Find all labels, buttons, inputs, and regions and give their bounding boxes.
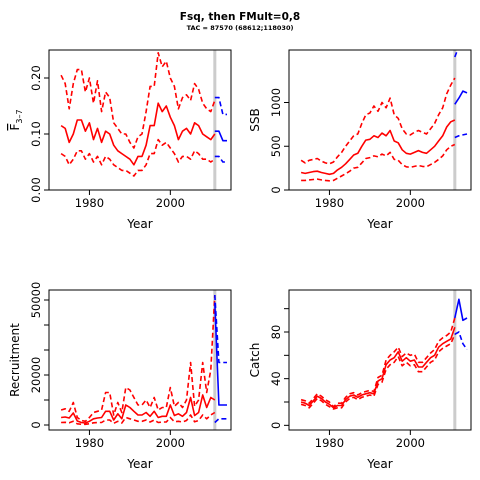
fbar-ytick-label: 0.20 <box>29 65 43 91</box>
panel-fbar: 1980 2000 0.00 0.10 0.20 Year F3–7 <box>8 49 232 231</box>
catch-ytick-label: 40 <box>269 371 283 386</box>
catch-series-history-lower <box>300 333 456 410</box>
fbar-plot-frame <box>48 49 232 191</box>
recruitment-series-projection-lower <box>214 417 227 424</box>
catch-series-projection-lower <box>454 331 468 350</box>
ssb-series-projection-upper <box>454 50 459 58</box>
fbar-ytick-label: 0.00 <box>29 177 43 203</box>
ssb-series-projection-median <box>454 90 468 105</box>
catch-series-projection-median <box>454 298 468 322</box>
ssb-plot-frame <box>288 49 472 191</box>
catch-series-history-median <box>300 327 456 409</box>
panel-catch: 1980 2000 0 40 80 Year Catch <box>248 289 472 471</box>
recruitment-series-history-upper <box>60 294 216 423</box>
ssb-series-history-upper <box>300 77 456 165</box>
catch-ytick-label: 80 <box>269 325 283 340</box>
fbar-series-projection-median <box>214 130 227 142</box>
figure-subtitle: TAC = 87570 (68612;118030) <box>187 24 294 32</box>
figure-title: Fsq, then FMult=0,8 <box>180 11 300 23</box>
fbar-xtick-label: 2000 <box>156 196 185 210</box>
catch-xtick-label: 2000 <box>396 436 425 450</box>
recruitment-ytick-label: 0 <box>29 421 43 428</box>
ssb-ytick-label: 1000 <box>269 88 283 117</box>
ssb-y-axis-label: SSB <box>248 108 262 131</box>
fbar-x-axis-label: Year <box>126 217 152 231</box>
catch-xtick-label: 1980 <box>315 436 344 450</box>
recruitment-x-axis-label: Year <box>126 457 152 471</box>
ssb-xtick-label: 2000 <box>396 196 425 210</box>
fbar-series-history-upper <box>60 51 216 149</box>
catch-plot-frame <box>288 289 472 431</box>
ssb-ytick-label: 500 <box>269 135 283 157</box>
recruitment-xtick-label: 1980 <box>75 436 104 450</box>
recruitment-y-axis-label: Recruitment <box>8 323 22 397</box>
ssb-x-axis-label: Year <box>366 217 392 231</box>
catch-x-axis-label: Year <box>366 457 392 471</box>
ssb-xtick-label: 1980 <box>315 196 344 210</box>
fbar-y-axis-label: F3–7 <box>8 109 24 130</box>
catch-y-axis-label: Catch <box>248 343 262 378</box>
recruitment-series-history-lower <box>61 411 216 426</box>
fbar-series-history-lower <box>60 138 216 177</box>
recruitment-ytick-label: 50000 <box>29 282 43 319</box>
ssb-series-history-lower <box>301 143 456 182</box>
fbar-ytick-label: 0.10 <box>29 121 43 147</box>
recruitment-xtick-label: 2000 <box>156 436 185 450</box>
fbar-series-projection-upper <box>214 96 227 116</box>
recruitment-series-projection-median <box>214 302 227 406</box>
recruitment-plot-frame <box>48 289 232 431</box>
recruitment-ytick-label: 20000 <box>29 357 43 394</box>
recruitment-series-history-median <box>61 394 216 424</box>
ssb-series-projection-lower <box>454 133 468 139</box>
fbar-series-projection-lower <box>214 155 227 163</box>
recruitment-series-projection-upper <box>214 294 227 364</box>
ssb-series-history-median <box>300 119 456 176</box>
catch-ytick-label: 0 <box>269 422 283 429</box>
fbar-series-history-median <box>60 102 216 166</box>
ssb-ytick-label: 0 <box>269 186 283 193</box>
fbar-xtick-label: 1980 <box>75 196 104 210</box>
panel-ssb: 1980 2000 0 500 1000 Year SSB <box>248 49 472 231</box>
catch-series-history-upper <box>300 317 456 408</box>
